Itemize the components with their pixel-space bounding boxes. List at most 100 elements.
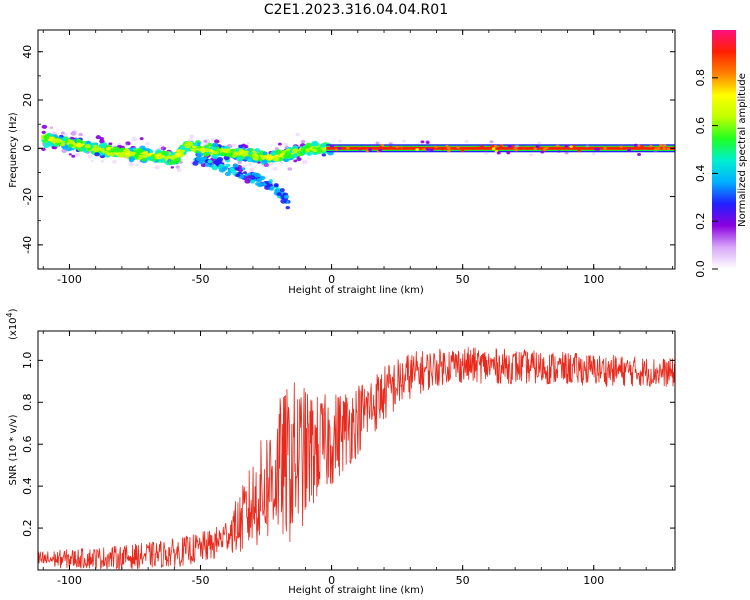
spectrogram-cell	[521, 146, 526, 150]
colorbar-gradient	[712, 30, 736, 269]
x-tick-label: 0	[328, 273, 335, 286]
spectrogram-cell	[106, 147, 111, 151]
y-tick-label: 0.6	[21, 435, 34, 453]
spectrogram-cell	[285, 206, 290, 210]
spectrogram-cell	[74, 152, 80, 157]
spectrogram-cell	[317, 149, 324, 154]
spectrogram-cell	[179, 145, 186, 150]
spectrogram-cell	[334, 148, 339, 152]
spectrogram-cell	[225, 163, 231, 168]
colorbar-tick-label: 0.0	[694, 260, 707, 278]
spectrogram-cell	[484, 151, 489, 155]
spectrogram-cell	[92, 144, 100, 150]
spectrogram-cell	[295, 132, 300, 137]
spectrogram-cell	[250, 180, 255, 184]
y-tick-label: 0.4	[21, 477, 34, 495]
spectrogram-cell	[99, 139, 105, 144]
spectrogram-cell	[249, 148, 254, 152]
spectrogram-cell	[388, 145, 393, 149]
spectrogram-cell	[43, 138, 49, 143]
x-tick-label: -100	[57, 574, 82, 587]
spectrogram-cell	[279, 188, 285, 193]
spectrogram-cell	[141, 157, 147, 162]
spectrogram-x-ticks: -100 -50 0 50 100	[42, 30, 673, 286]
spectrogram-cell	[205, 163, 211, 167]
spectrogram-cell	[321, 153, 327, 157]
spectrogram-cell	[515, 144, 520, 148]
spectrogram-cell	[221, 148, 227, 153]
spectrogram-cell	[60, 131, 65, 135]
spectrogram-cell	[556, 150, 561, 154]
spectrogram-cell	[261, 159, 268, 165]
spectrogram-cell	[277, 142, 282, 146]
spectrogram-cell	[666, 147, 671, 151]
spectrogram-cell	[235, 173, 241, 177]
spectrogram-cell	[310, 142, 317, 147]
spectrogram-cell	[234, 166, 239, 171]
spectrogram-cell	[518, 146, 523, 150]
spectrogram-cell	[52, 131, 59, 136]
spectrogram-cell	[380, 144, 385, 147]
spectrogram-cell	[87, 154, 93, 159]
x-tick-label: 100	[583, 574, 604, 587]
spectrogram-cell	[251, 153, 258, 158]
spectrogram-cell	[224, 171, 231, 177]
spectrogram-cell	[244, 164, 248, 167]
spectrogram-cell	[276, 192, 282, 196]
snr-frame	[37, 330, 676, 571]
spectrogram-cell	[112, 159, 117, 164]
spectrogram-cell	[129, 151, 134, 155]
spectrogram-cell	[116, 152, 124, 158]
snr-y-ticks: 0.2 0.4 0.6 0.8 1.0	[21, 352, 675, 537]
colorbar-tick-label: 0.2	[694, 212, 707, 230]
spectrogram-cell	[61, 137, 67, 142]
spectrogram-cell	[146, 156, 152, 161]
spectrogram-cell	[176, 168, 182, 172]
spectrogram-cell	[211, 142, 219, 148]
spectrogram-cell	[71, 154, 76, 158]
spectrogram-cell	[477, 146, 482, 150]
y-tick-label: 0.8	[21, 394, 34, 412]
spectrogram-cell	[249, 174, 256, 180]
spectrogram-cell	[241, 167, 246, 171]
spectrogram-cell	[192, 161, 199, 166]
y-tick-label: 1.0	[21, 352, 34, 370]
spectrogram-cell	[52, 132, 57, 135]
spectrogram-x-label: Height of straight line (km)	[288, 285, 424, 296]
spectrogram-cell	[189, 134, 195, 139]
spectrogram-cell	[415, 148, 419, 151]
spectrogram-cell	[108, 142, 113, 146]
snr-multiplier: (x104)	[5, 308, 19, 340]
spectrogram-cell	[196, 152, 204, 158]
spectrogram-cell	[529, 153, 534, 157]
spectrogram-cell	[238, 148, 244, 153]
spectrogram-cell	[43, 135, 50, 140]
spectrogram-cell	[272, 166, 278, 171]
spectrogram-cell	[54, 138, 62, 144]
spectrogram-cell	[490, 144, 495, 148]
spectrogram-cell	[533, 147, 538, 151]
snr-x-ticks: -100 -50 0 50 100	[42, 331, 673, 587]
spectrogram-cell	[244, 173, 249, 177]
x-tick-label: -50	[192, 574, 210, 587]
spectrogram-cell	[280, 198, 287, 204]
spectrogram-cell	[305, 142, 312, 148]
spectrogram-cell	[269, 185, 275, 190]
spectrogram-cell	[535, 145, 540, 149]
spectrogram-cell	[591, 146, 595, 150]
spectrogram-cell	[291, 153, 298, 159]
spectrogram-y-label: Frequency (Hz)	[8, 112, 19, 188]
spectrogram-cell	[291, 148, 299, 154]
spectrogram-cell	[244, 178, 251, 184]
spectrogram-cell	[603, 147, 607, 150]
spectrogram-cell	[585, 144, 590, 148]
colorbar-label: Normalized spectral amplitude	[737, 73, 748, 227]
spectrogram-cell	[198, 160, 204, 165]
spectrogram-cell	[85, 140, 91, 145]
spectrogram-cell	[296, 157, 302, 162]
spectrogram-cell	[445, 144, 449, 148]
spectrogram-cell	[402, 139, 407, 143]
spectrogram-cell	[221, 166, 228, 171]
spectrogram-cell	[653, 150, 658, 154]
